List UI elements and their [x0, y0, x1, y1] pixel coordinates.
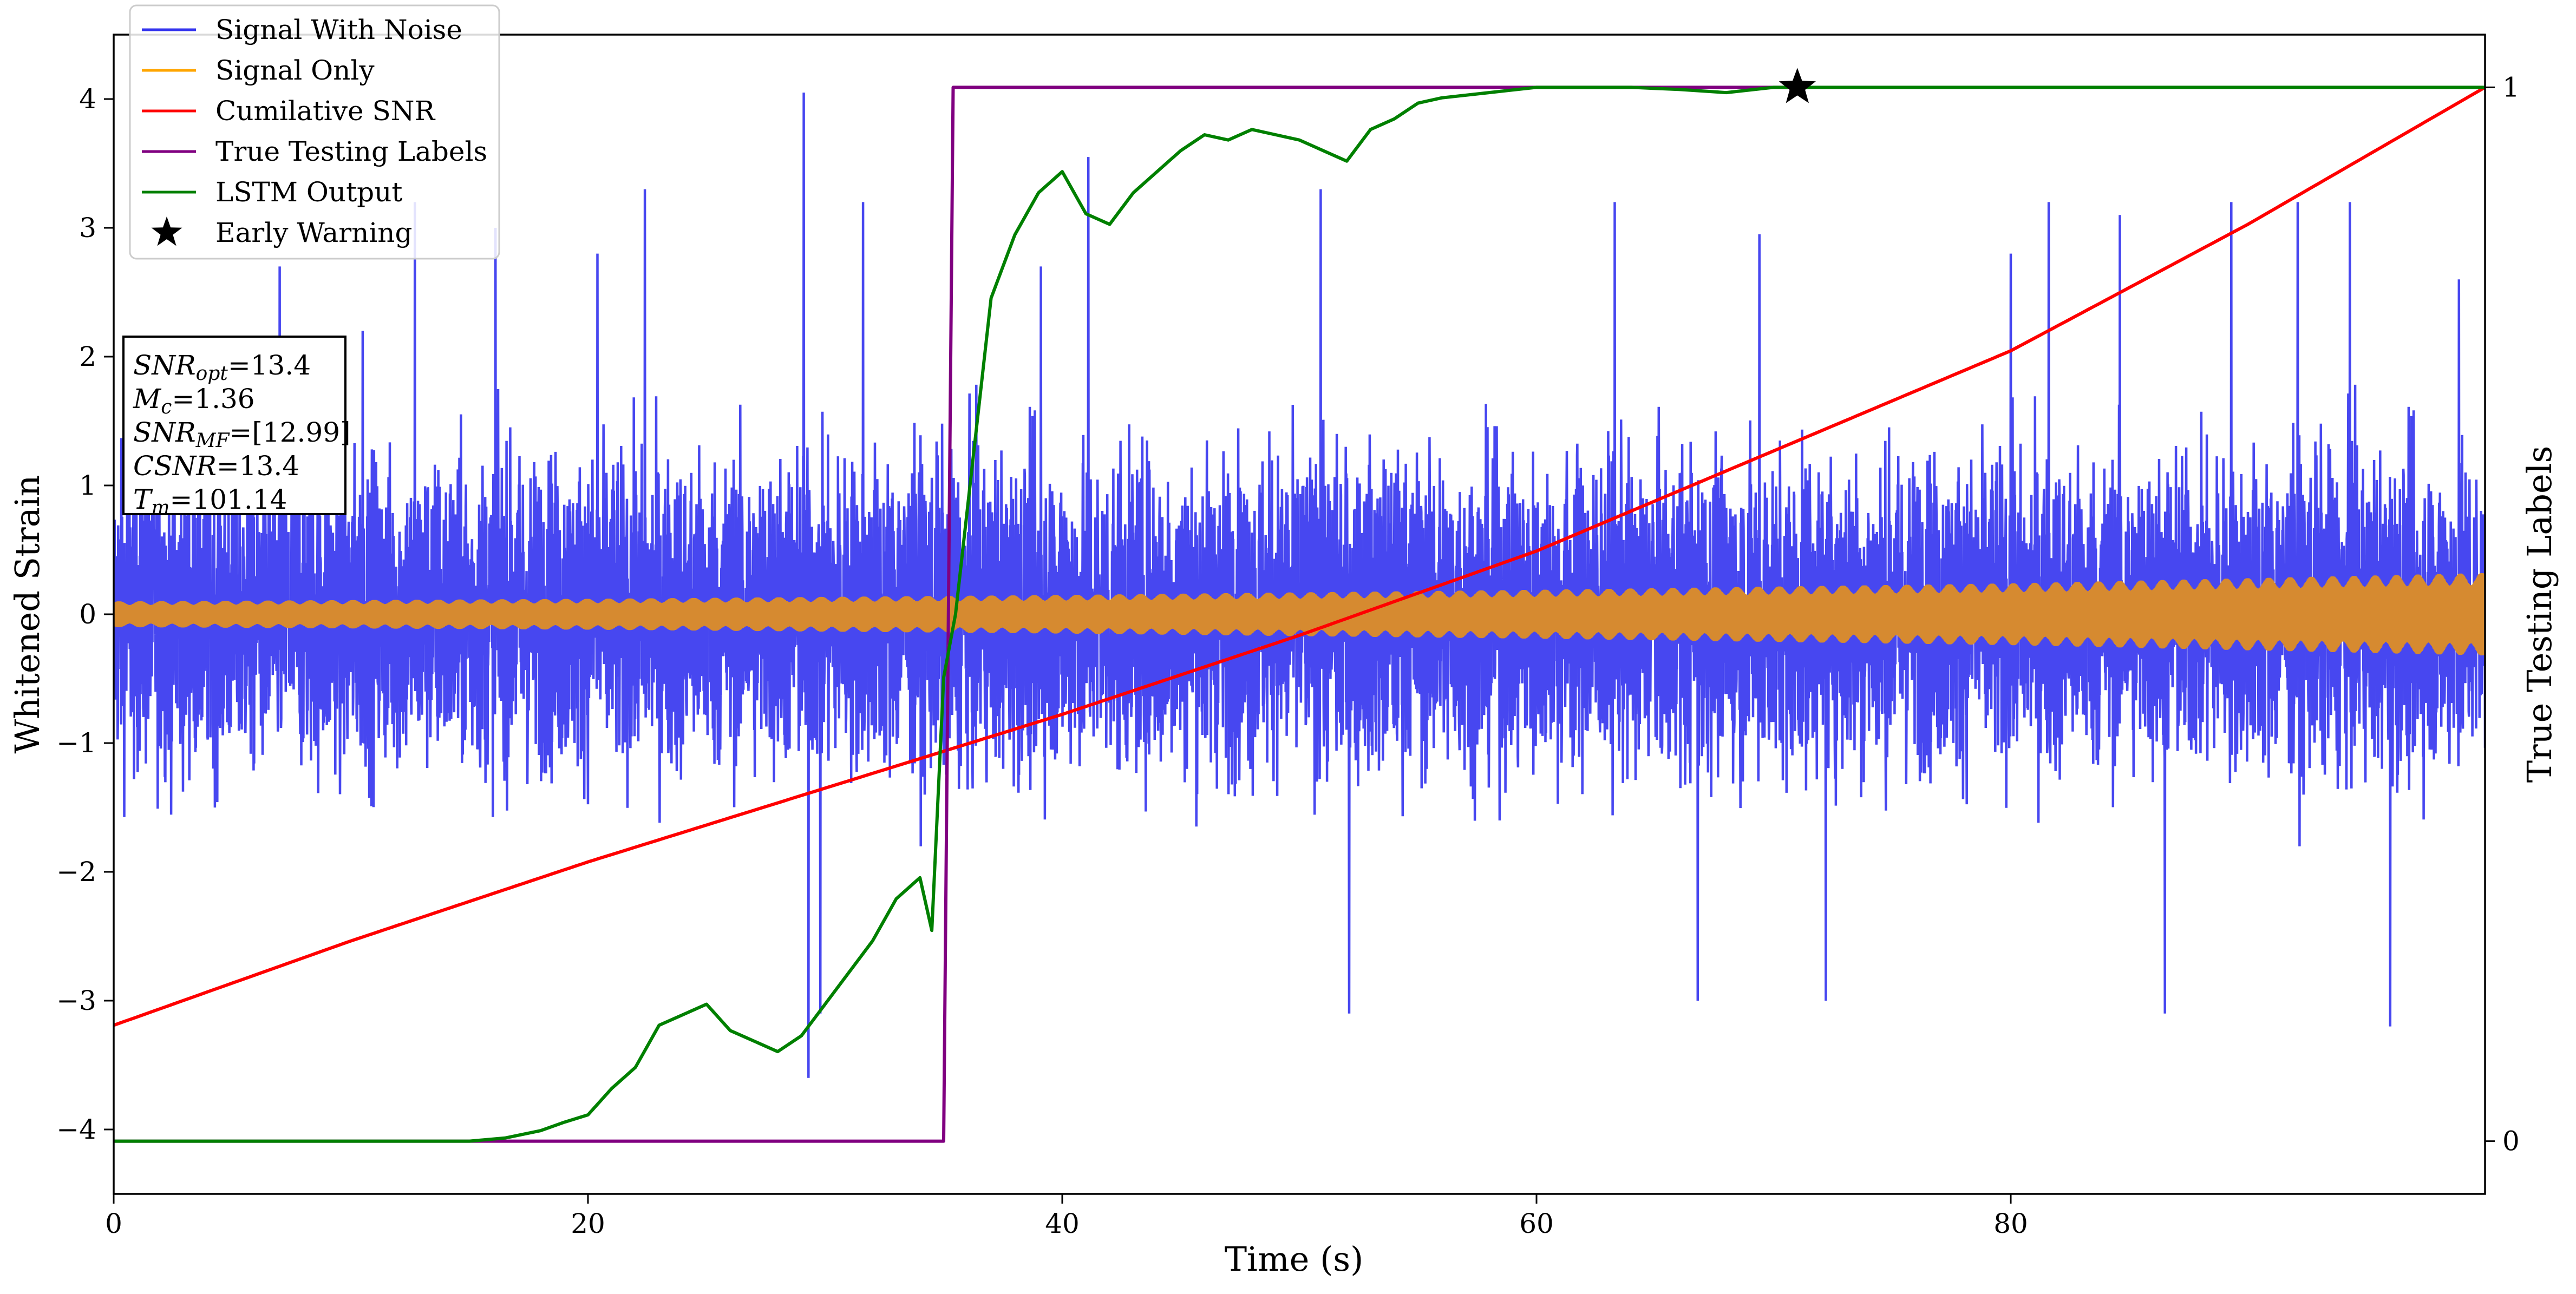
x-tick-label: 80 [1993, 1208, 2028, 1239]
y-axis-label: Whitened Strain [8, 475, 47, 754]
y-tick-label: −3 [56, 985, 96, 1016]
legend-marker-early-warning [151, 216, 182, 246]
annotation-symbol: CSNR [133, 450, 217, 482]
annotation-line: Mc=1.36 [133, 383, 255, 418]
legend: Signal With Noise Signal Only Cumilative S… [129, 4, 500, 260]
legend-label: Cumilative SNR [215, 95, 435, 127]
x-tick-label: 40 [1045, 1208, 1080, 1239]
annotation-symbol: SNR [133, 350, 196, 381]
x-tick-label: 20 [571, 1208, 605, 1239]
legend-label: LSTM Output [215, 176, 402, 208]
y-axis-left: −4 −3 −2 −1 0 1 2 3 4 [56, 83, 114, 1145]
series-lstm-output [114, 86, 2485, 1143]
series-true-testing-labels [114, 86, 1797, 1143]
annotation-subscript: c [161, 396, 172, 418]
x-tick-label: 0 [105, 1208, 122, 1239]
y-axis-right: 01 [2485, 71, 2520, 1157]
annotation-line: SNRopt=13.4 [133, 350, 311, 385]
annotation-box: SNRopt=13.4Mc=1.36SNRMF=[12.99]CSNR=13.4… [122, 336, 351, 519]
legend-label: True Testing Labels [215, 136, 487, 167]
annotation-value: =13.4 [228, 350, 311, 381]
y-tick-label: 4 [79, 83, 96, 115]
y-tick-label: 3 [79, 212, 96, 244]
annotation-value: =13.4 [217, 450, 299, 482]
annotation-symbol: M [133, 383, 162, 415]
annotation-value: =1.36 [172, 383, 254, 415]
annotation-value: =101.14 [170, 484, 287, 515]
legend-label: Signal Only [215, 55, 375, 86]
x-axis-label: Time (s) [1225, 1239, 1364, 1279]
legend-frame [129, 4, 500, 260]
series-cumilative-snr [114, 86, 2485, 1027]
annotation-subscript: m [151, 497, 169, 519]
annotation-line: SNRMF=[12.99] [133, 417, 351, 452]
annotation-line: Tm=101.14 [133, 484, 287, 519]
annotation-subscript: MF [195, 430, 231, 452]
legend-label: Signal With Noise [215, 14, 462, 45]
early-warning-marker [1779, 68, 1816, 103]
y-tick-label: −4 [56, 1114, 96, 1145]
y2-tick-label: 0 [2502, 1126, 2520, 1157]
annotation-subscript: opt [196, 363, 228, 385]
annotation-frame [122, 336, 346, 515]
y2-axis-label: True Testing Labels [2520, 446, 2559, 783]
annotation-symbol: T [133, 484, 153, 515]
annotation-value: =[12.99] [230, 417, 351, 448]
x-axis: 0 20 40 60 80 [105, 1194, 2028, 1239]
y-tick-label: 0 [79, 599, 96, 630]
x-tick-label: 60 [1519, 1208, 1554, 1239]
series-signal-only [114, 573, 2485, 656]
y2-tick-label: 1 [2502, 71, 2520, 103]
y-tick-label: −2 [56, 856, 96, 888]
y-tick-label: −1 [56, 727, 96, 759]
y-tick-label: 2 [79, 341, 96, 372]
annotation-line: CSNR=13.4 [133, 450, 299, 482]
annotation-symbol: SNR [133, 417, 196, 448]
series-layer [114, 86, 2485, 1143]
legend-label: Early Warning [215, 217, 413, 248]
y-tick-label: 1 [79, 470, 96, 501]
series-signal-with-noise [114, 93, 2485, 1078]
